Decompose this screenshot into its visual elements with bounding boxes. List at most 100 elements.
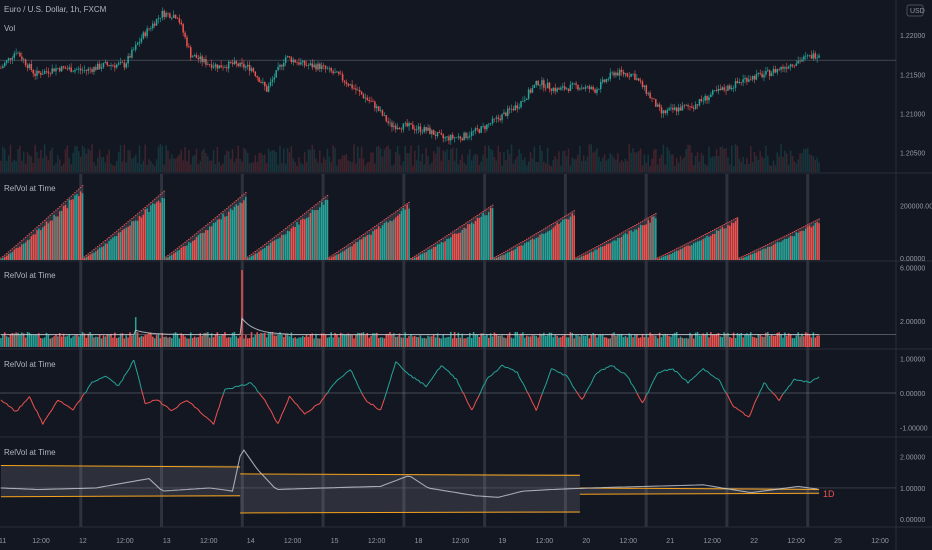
relvol-bar: [806, 333, 809, 347]
volume-bar: [265, 163, 268, 172]
volume-bar: [188, 149, 190, 172]
candle-body: [313, 64, 315, 68]
average-marker: [749, 252, 752, 254]
oscillator-segment: [643, 394, 647, 400]
symbol-title[interactable]: Euro / U.S. Dollar, 1h, FXCM: [4, 5, 107, 14]
relvol-bar: [645, 333, 648, 347]
volume-bar: [808, 154, 811, 172]
cumulative-volume-bar: [715, 230, 718, 260]
oscillator-segment: [721, 385, 725, 391]
relvol-bar: [617, 334, 619, 347]
candle-body: [742, 79, 744, 83]
average-marker: [131, 218, 133, 220]
average-marker: [431, 245, 433, 247]
cumulative-volume-bar: [440, 242, 443, 260]
cumulative-volume-bar: [167, 257, 169, 260]
relvol-bar: [400, 337, 403, 347]
average-marker: [123, 224, 126, 226]
cumulative-volume-bar: [11, 252, 14, 260]
cumulative-volume-bar: [808, 225, 811, 260]
relvol-band-pane[interactable]: [0, 449, 896, 514]
relvol-bar: [713, 334, 716, 347]
relvol-bar: [694, 332, 697, 347]
average-marker: [32, 230, 34, 232]
relvol-bar: [70, 338, 72, 347]
oscillator-segment: [687, 380, 691, 384]
candle-body: [161, 10, 164, 18]
average-marker: [338, 250, 340, 252]
relvol-bar: [541, 334, 543, 347]
relvol-bar: [9, 333, 12, 347]
average-marker: [658, 256, 661, 258]
cumulative-volume-bar: [180, 247, 183, 260]
oscillator-segment: [72, 406, 76, 411]
candle-body: [341, 74, 344, 81]
cumulative-volume-bar: [694, 242, 697, 260]
oscillator-segment: [232, 386, 235, 389]
cumulative-volume-bar: [355, 242, 357, 260]
candle-body: [83, 69, 86, 71]
oscillator-segment: [588, 383, 592, 387]
relvol-bar: [60, 336, 63, 347]
price-axis[interactable]: 1.220001.215001.210001.20500200000.00000…: [900, 33, 932, 524]
oscillator-segment: [101, 376, 104, 379]
relvol-bar: [723, 332, 725, 347]
y-tick-label: 1.20500: [900, 151, 925, 158]
relvol-oscillator-pane[interactable]: [0, 359, 896, 425]
average-marker: [634, 225, 636, 227]
currency-badge[interactable]: USD: [910, 8, 925, 15]
oscillator-segment: [469, 406, 473, 411]
cumulative-volume-bar: [801, 230, 803, 260]
average-marker: [66, 199, 69, 201]
x-tick-label: 19: [499, 538, 507, 545]
oscillator-segment: [737, 408, 740, 411]
cumulative-volume-bar: [429, 249, 431, 260]
volume-bar: [664, 164, 667, 172]
candle-body: [586, 86, 589, 87]
cumulative-volume-bar: [655, 218, 657, 260]
cumulative-volume-bar: [404, 209, 407, 260]
candle-body: [774, 69, 777, 73]
session-dividers: [79, 174, 810, 527]
cumulative-volume-bar: [353, 243, 355, 260]
average-marker: [229, 204, 232, 206]
average-marker: [216, 215, 219, 217]
currency-badge-box[interactable]: [906, 4, 924, 17]
relvol-bar: [734, 337, 737, 347]
relvol-bar: [772, 335, 775, 347]
relvol-bar: [732, 332, 735, 347]
time-axis[interactable]: 11 12:00 12 12:00 13 12:00 14 12:00 15 12:00 18 12:…: [0, 538, 889, 545]
average-marker: [795, 230, 798, 232]
cumulative-volume-bar: [751, 254, 754, 260]
candle-body: [30, 64, 33, 71]
cumulative-volume-bar: [279, 237, 281, 260]
oscillator-segment: [10, 406, 13, 409]
volume-bar: [315, 158, 317, 172]
cumulative-volume-bar: [431, 248, 433, 260]
relvol-bar: [229, 337, 232, 347]
volume-bar: [396, 146, 399, 172]
oscillator-segment: [330, 384, 334, 388]
candle-body: [277, 66, 279, 71]
oscillator-segment: [372, 403, 376, 407]
average-marker: [410, 257, 412, 259]
oscillator-segment: [492, 371, 495, 375]
volume-bar: [425, 148, 427, 172]
relvol-bars-pane[interactable]: [0, 270, 896, 347]
volume-bar: [171, 154, 173, 172]
volume-bar: [702, 155, 705, 172]
average-marker: [377, 223, 380, 225]
average-marker: [730, 220, 733, 222]
price-pane[interactable]: [0, 7, 896, 172]
cumulative-volume-pane[interactable]: [0, 185, 820, 260]
cumulative-volume-bar: [776, 242, 779, 260]
oscillator-segment: [784, 389, 788, 392]
oscillator-segment: [159, 401, 163, 405]
candle-body: [476, 128, 479, 130]
volume-bar: [110, 163, 112, 172]
cumulative-volume-bar: [793, 236, 796, 260]
cumulative-volume-bar: [495, 257, 498, 260]
candle-body: [347, 83, 350, 86]
cumulative-volume-bar: [579, 257, 581, 260]
volume-bar: [0, 160, 2, 172]
